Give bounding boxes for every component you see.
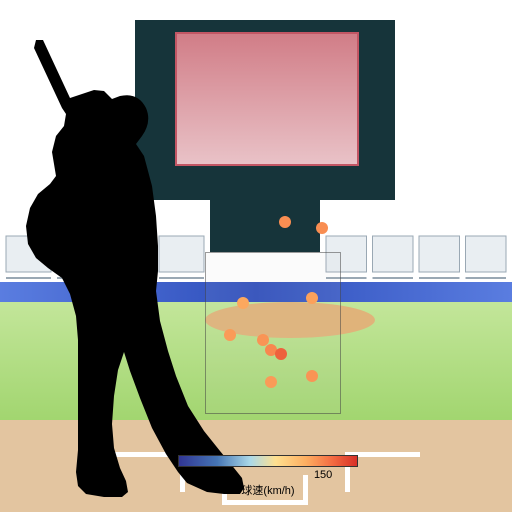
pitch-marker bbox=[306, 292, 318, 304]
pitch-marker bbox=[265, 376, 277, 388]
plate-line bbox=[350, 452, 420, 457]
pitch-location-chart: { "chart": { "type": "infographic", "wid… bbox=[0, 0, 512, 512]
speed-legend: 100 150 球速(km/h) bbox=[178, 455, 358, 498]
legend-colorbar bbox=[178, 455, 358, 467]
stands-right bbox=[320, 230, 512, 282]
legend-tick-0: 100 bbox=[204, 469, 222, 481]
pitch-marker bbox=[279, 216, 291, 228]
batter-silhouette bbox=[12, 36, 247, 501]
legend-label: 球速(km/h) bbox=[178, 482, 358, 498]
pitch-marker bbox=[316, 222, 328, 234]
pitch-marker bbox=[306, 370, 318, 382]
pitch-marker bbox=[275, 348, 287, 360]
legend-ticks: 100 150 bbox=[178, 469, 358, 481]
legend-tick-1: 150 bbox=[314, 469, 332, 481]
